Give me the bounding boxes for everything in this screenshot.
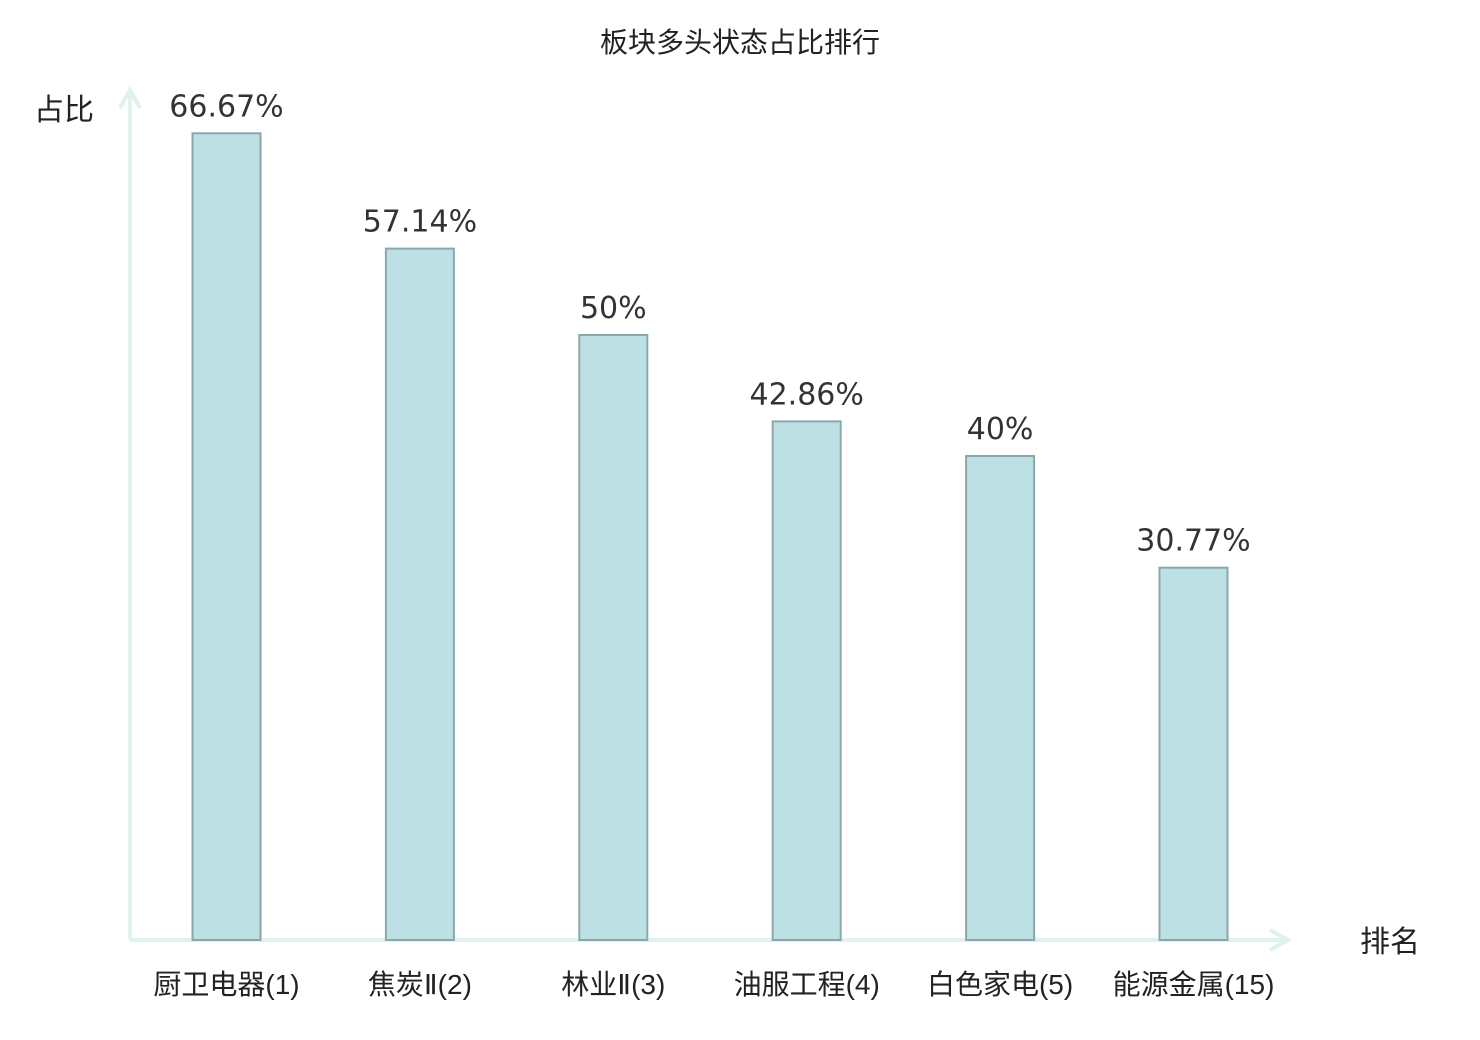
bar — [965, 455, 1036, 941]
bar-value-label: 42.86% — [750, 377, 864, 412]
category-rank: (5) — [1039, 969, 1073, 1000]
bar-value-label: 30.77% — [1136, 524, 1250, 559]
category-rank: (1) — [265, 969, 299, 1000]
bar — [191, 132, 262, 942]
x-axis-label: 排名 — [1360, 925, 1420, 960]
bar-value-label: 40% — [967, 412, 1034, 447]
bar-value-label: 50% — [580, 291, 647, 326]
category-rank: (15) — [1225, 969, 1275, 1000]
bar — [384, 247, 455, 942]
bars-group — [191, 132, 1229, 942]
value-labels-group: 66.67% 57.14% 50% 42.86% 40% 30.77% — [169, 89, 1250, 558]
category-label: 油服工程(4) — [734, 968, 880, 1001]
category-labels-group: 厨卫电器(1) 焦炭Ⅱ(2) 林业Ⅱ(3) 油服工程(4) 白色家电(5) 能源金属(15… — [153, 968, 1274, 1001]
chart-title: 板块多头状态占比排行 — [600, 26, 880, 59]
category-name: 油服工程 — [734, 968, 846, 1001]
category-name: 厨卫电器 — [153, 968, 265, 1001]
category-name: 白色家电 — [927, 968, 1039, 1001]
category-label: 焦炭Ⅱ(2) — [368, 968, 472, 1001]
bar — [1158, 566, 1229, 941]
category-rank: (4) — [846, 969, 880, 1000]
category-rank: (3) — [631, 969, 665, 1000]
category-name: 焦炭Ⅱ — [368, 968, 438, 1001]
bar-value-label: 57.14% — [363, 205, 477, 240]
category-name: 能源金属 — [1113, 968, 1225, 1001]
category-name: 林业Ⅱ — [561, 968, 631, 1001]
x-axis-arrow-icon — [1269, 928, 1293, 952]
bar-value-label: 66.67% — [169, 89, 283, 124]
y-axis-label: 占比 — [34, 93, 94, 128]
bar — [578, 334, 649, 941]
category-label: 厨卫电器(1) — [153, 968, 299, 1001]
category-label: 能源金属(15) — [1113, 968, 1275, 1001]
category-label: 白色家电(5) — [927, 968, 1073, 1001]
bar — [771, 420, 842, 941]
category-label: 林业Ⅱ(3) — [561, 968, 665, 1001]
y-axis-arrow-icon — [118, 85, 142, 109]
axes — [118, 85, 1293, 952]
category-rank: (2) — [438, 969, 472, 1000]
